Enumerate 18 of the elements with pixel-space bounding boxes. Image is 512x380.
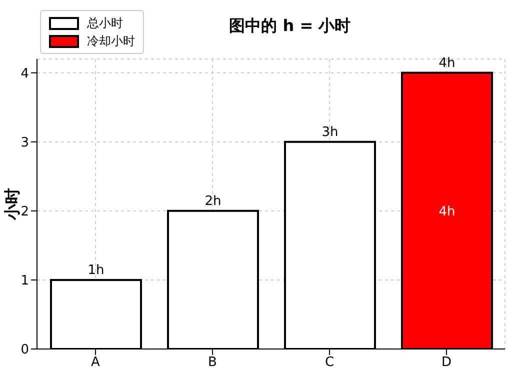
x-tick-label: D bbox=[441, 355, 452, 370]
y-tick-label: 0 bbox=[20, 342, 29, 358]
total-label: 3h bbox=[322, 124, 338, 140]
y-tick-label: 3 bbox=[20, 135, 29, 150]
x-tick-label: B bbox=[208, 355, 217, 370]
total-label: 4h bbox=[438, 56, 456, 71]
chart-title: 图中的 h = 小时 bbox=[228, 16, 352, 37]
total-label: 1h bbox=[88, 262, 104, 278]
y-axis-title: 小时 bbox=[2, 188, 22, 221]
data-label: 4h bbox=[438, 204, 456, 220]
legend-label: 总小时 bbox=[87, 15, 123, 32]
legend-label: 冷却小时 bbox=[87, 33, 135, 50]
y-tick-label: 4 bbox=[20, 66, 29, 82]
y-tick-label: 1 bbox=[20, 274, 29, 289]
x-tick-label: C bbox=[324, 355, 334, 370]
total-label: 2h bbox=[204, 194, 222, 209]
x-tick-label: A bbox=[91, 355, 100, 370]
y-tick-label: 2 bbox=[20, 204, 29, 220]
